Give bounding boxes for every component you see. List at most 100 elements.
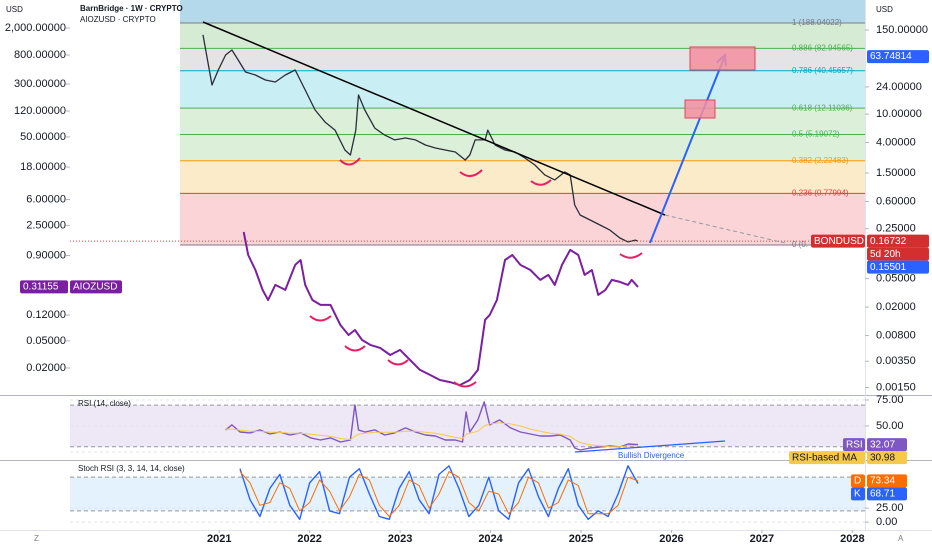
- y-tick-label: 2,000.00000: [5, 22, 66, 34]
- bottom-marker: [530, 179, 552, 186]
- pane-title: RSI (14, close): [78, 399, 131, 408]
- indicator-band: [70, 477, 865, 511]
- price-badge-text: 30.98: [870, 452, 895, 463]
- bottom-marker: [339, 157, 361, 166]
- price-badge: [867, 438, 907, 452]
- fib-label: 0.236 (0.77994): [792, 188, 849, 197]
- background-layer: 1 (188.04022) 0.886 (82.94565) 0.786 (40.4…: [70, 0, 865, 523]
- target-box: [689, 46, 756, 71]
- price-badge: [867, 474, 907, 488]
- fib-label: 0.786 (40.45657): [792, 66, 853, 75]
- price-badge: [20, 280, 68, 294]
- y-tick-label: 150.00000: [876, 24, 928, 36]
- series-badge: [811, 234, 865, 248]
- y-tick-label: 0.12000: [26, 309, 66, 321]
- chart-subtitle: AIOZUSD · CRYPTO: [80, 15, 156, 24]
- y-tick-label: 1.50000: [876, 167, 916, 179]
- series-badge-text: RSI: [846, 439, 863, 450]
- y-tick-label: 50.00: [876, 420, 904, 432]
- price-badge-text: 73.34: [870, 476, 895, 487]
- series-badge-text: K: [854, 489, 861, 500]
- series-badge: [851, 487, 865, 501]
- fib-label: 0.5 (5.19072): [792, 130, 840, 139]
- series-line: [242, 231, 639, 387]
- y-tick-label: 4.00000: [876, 136, 916, 148]
- fib-label: 0.886 (82.94565): [792, 44, 853, 53]
- series-badge-text: RSI-based MA: [792, 452, 857, 463]
- bottom-marker: [387, 359, 409, 366]
- y-tick-label: 0.00150: [876, 381, 916, 393]
- price-badge: [867, 50, 929, 64]
- y2-axis-unit: USD: [876, 5, 893, 14]
- y-tick-label: 24.00000: [876, 81, 922, 93]
- series-badge: [843, 438, 865, 452]
- fib-label: 0 (0.: [792, 240, 808, 249]
- price-badge-text: 0.31155: [23, 282, 59, 293]
- y-tick-label: 25.00: [876, 502, 904, 514]
- y-tick-label: 0.60000: [876, 195, 916, 207]
- series-badge: [789, 451, 865, 465]
- bottom-marker: [453, 381, 477, 388]
- projection-arrow: [649, 57, 725, 244]
- y-tick-label: 120.00000: [14, 105, 66, 117]
- x-tick-label: 2023: [388, 533, 412, 545]
- pane-title: Stoch RSI (3, 3, 14, 14, close): [78, 464, 185, 473]
- y-tick-label: 0.05000: [26, 335, 66, 347]
- fib-label: 1 (188.04022): [792, 18, 842, 27]
- y-tick-label: 75.00: [876, 394, 904, 406]
- price-badge: [867, 234, 929, 248]
- fib-band: [180, 160, 865, 194]
- fib-band: [180, 193, 865, 246]
- series-line: [202, 34, 639, 243]
- y-tick-label: 0.00: [876, 516, 897, 528]
- x-tick-label: 2025: [569, 533, 593, 545]
- bottom-marker: [344, 345, 366, 352]
- series-line: [225, 422, 639, 448]
- divergence-label: Bullish Divergence: [618, 451, 685, 460]
- price-badge-text: 68.71: [870, 489, 895, 500]
- price-badge-text: 0.16732: [870, 236, 907, 247]
- y-tick-label: 0.25000: [876, 223, 916, 235]
- series-badge-text: BONDUSD: [814, 236, 864, 247]
- fib-top-area: [180, 0, 865, 23]
- y-tick-label: 6.00000: [26, 193, 66, 205]
- series-line: [239, 465, 639, 520]
- drawings: Bullish Divergence: [202, 21, 786, 460]
- y-tick-label: 0.02000: [26, 362, 66, 374]
- price-badge-text: 63.74814: [870, 51, 912, 62]
- x-tick-label: 2024: [478, 533, 503, 545]
- fib-band: [180, 108, 865, 135]
- x-tick-label: 2027: [750, 533, 774, 545]
- y-tick-label: 0.02000: [876, 301, 916, 313]
- price-badge: [867, 487, 907, 501]
- divergence-line: [574, 440, 726, 453]
- price-badge: [867, 247, 929, 261]
- y-tick-label: 0.05000: [876, 273, 916, 285]
- x-tick-label: 2026: [659, 533, 683, 545]
- series-line: [239, 471, 639, 517]
- y-axis-unit: USD: [6, 5, 23, 14]
- fib-band: [180, 22, 865, 49]
- fib-label: 0.382 (2.22483): [792, 156, 849, 165]
- price-badge-text: 5d 20h: [870, 249, 901, 260]
- fib-band: [180, 70, 865, 109]
- series-badge-text: D: [854, 476, 861, 487]
- corner-label: Z: [34, 534, 39, 543]
- series-badge: [851, 474, 865, 488]
- series-badge: [70, 280, 122, 294]
- y-tick-label: 0.00350: [876, 355, 916, 367]
- data-layer: [70, 34, 865, 520]
- x-tick-label: 2028: [840, 533, 864, 545]
- fib-label: 0.618 (12.11036): [792, 103, 853, 112]
- series-badge-text: AIOZUSD: [73, 282, 117, 293]
- trend-line: [202, 21, 666, 216]
- y-tick-label: 800.00000: [14, 49, 66, 61]
- bottom-marker: [619, 252, 643, 259]
- target-box: [684, 99, 716, 119]
- y-tick-label: 0.90000: [26, 249, 66, 261]
- x-tick-label: 2022: [297, 533, 321, 545]
- bottom-marker: [459, 169, 483, 177]
